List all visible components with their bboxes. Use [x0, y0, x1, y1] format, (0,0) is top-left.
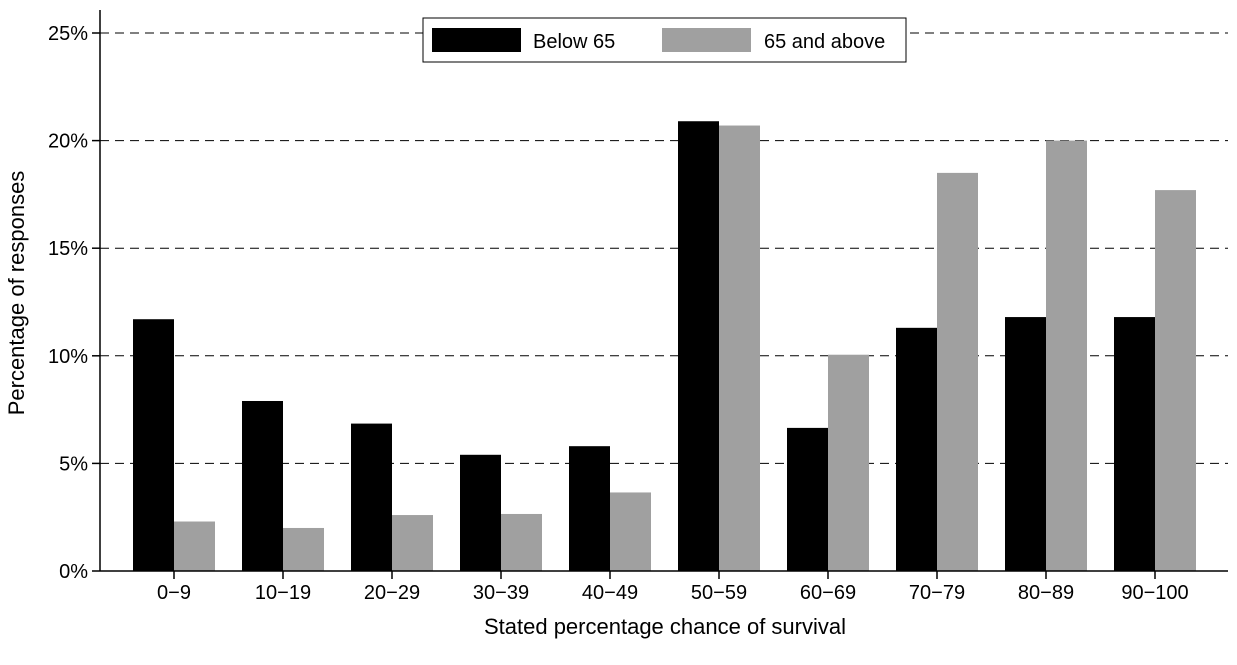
x-tick-label: 60−69 [800, 582, 856, 604]
legend-swatch-below-65 [432, 28, 521, 52]
bar-65-and-above [392, 515, 433, 571]
x-tick-label: 30−39 [473, 582, 529, 604]
bar-below-65 [1005, 317, 1046, 571]
bar-below-65 [569, 446, 610, 571]
gridlines [100, 32, 1228, 464]
bar-below-65 [787, 427, 828, 571]
bar-below-65 [678, 121, 719, 572]
bar-below-65 [896, 327, 937, 571]
bars [133, 121, 1196, 572]
bar-65-and-above [1155, 190, 1196, 571]
axes [99, 10, 1228, 572]
bar-below-65 [242, 400, 283, 571]
bar-65-and-above [283, 527, 324, 571]
bar-below-65 [460, 454, 501, 571]
y-tick-label: 10% [48, 346, 88, 368]
legend-label-below-65: Below 65 [533, 31, 615, 53]
x-tick-label: 20−29 [364, 582, 420, 604]
bar-65-and-above [828, 354, 869, 571]
legend-label-65-and-above: 65 and above [764, 31, 885, 53]
bar-65-and-above [501, 513, 542, 571]
x-tick-label: 50−59 [691, 582, 747, 604]
x-tick-label: 90−100 [1121, 582, 1188, 604]
legend: Below 65 65 and above [422, 17, 907, 63]
y-tick-label: 0% [59, 561, 88, 583]
x-tick-label: 80−89 [1018, 582, 1074, 604]
x-ticks: 0−9 10−19 20−29 30−39 40−49 50−59 60−69 70−79 80… [157, 571, 1189, 604]
bar-65-and-above [174, 521, 215, 571]
x-tick-label: 70−79 [909, 582, 965, 604]
bar-below-65 [351, 423, 392, 571]
x-tick-label: 10−19 [255, 582, 311, 604]
bar-65-and-above [937, 172, 978, 571]
bar-below-65 [133, 319, 174, 571]
bar-65-and-above [719, 125, 760, 571]
y-ticks: 0% 5% 10% 15% 20% 25% [48, 23, 100, 583]
y-axis-title: Percentage of responses [4, 171, 29, 416]
y-tick-label: 20% [48, 131, 88, 153]
legend-swatch-65-and-above [662, 28, 751, 52]
y-tick-label: 5% [59, 453, 88, 475]
bar-below-65 [1114, 317, 1155, 571]
bar-65-and-above [610, 492, 651, 571]
x-tick-label: 0−9 [157, 582, 191, 604]
x-axis-title: Stated percentage chance of survival [484, 614, 846, 639]
y-tick-label: 25% [48, 23, 88, 45]
x-tick-label: 40−49 [582, 582, 638, 604]
y-tick-label: 15% [48, 238, 88, 260]
bar-65-and-above [1046, 140, 1087, 571]
